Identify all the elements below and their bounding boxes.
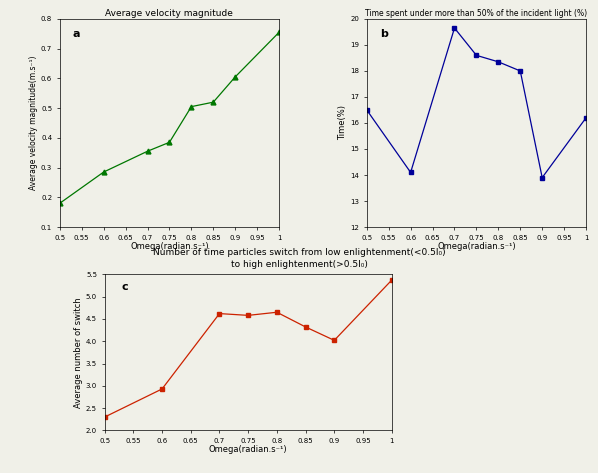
Y-axis label: Time(%): Time(%) xyxy=(338,105,347,140)
X-axis label: Omega(radian.s⁻¹): Omega(radian.s⁻¹) xyxy=(130,242,209,251)
Y-axis label: Average number of switch: Average number of switch xyxy=(74,297,83,408)
Y-axis label: Average velocity magnitude(m.s⁻¹): Average velocity magnitude(m.s⁻¹) xyxy=(29,56,38,190)
X-axis label: Omega(radian.s⁻¹): Omega(radian.s⁻¹) xyxy=(209,446,288,455)
Text: b: b xyxy=(380,29,388,39)
X-axis label: Omega(radian.s⁻¹): Omega(radian.s⁻¹) xyxy=(437,242,515,251)
Title: Average velocity magnitude: Average velocity magnitude xyxy=(105,9,233,18)
Text: c: c xyxy=(122,282,129,292)
Title: Time spent under more than 50% of the incident light (%): Time spent under more than 50% of the in… xyxy=(365,9,587,18)
Text: a: a xyxy=(73,29,81,39)
Text: Number of time particles switch from low enlightenment(<0.5I₀)
to high enlighten: Number of time particles switch from low… xyxy=(152,248,446,269)
